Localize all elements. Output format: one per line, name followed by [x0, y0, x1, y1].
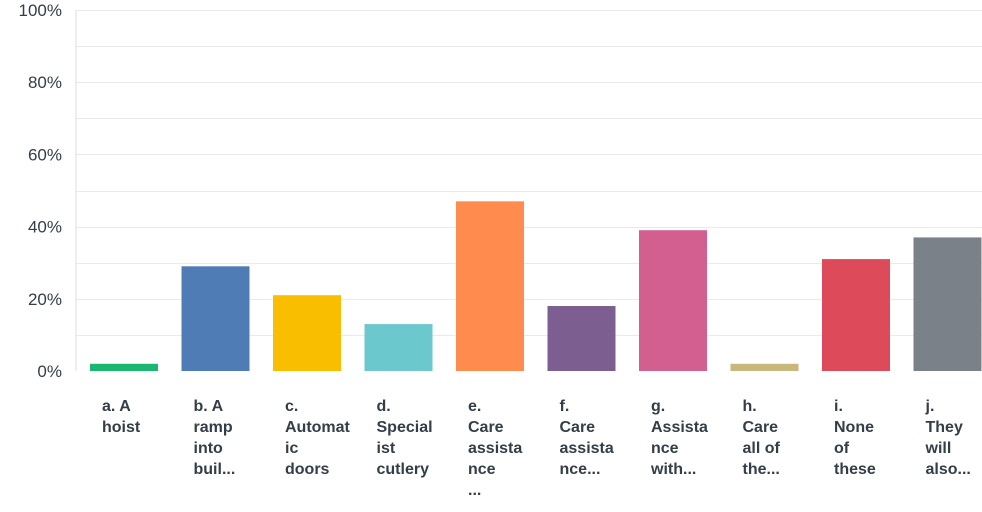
x-tick-label-line: b. A [193, 398, 224, 415]
x-tick-label-line: the... [742, 461, 780, 478]
x-tick-label-line: these [834, 461, 876, 478]
x-tick-label-line: Automat [285, 419, 350, 436]
x-tick-label-line: ist [376, 440, 396, 457]
x-tick-label-line: h. [742, 398, 757, 415]
x-tick-label-line: i. [834, 398, 843, 415]
x-tick-label-line: a. A [102, 398, 131, 415]
x-tick-label: c. Automat ic doors [285, 396, 365, 480]
x-tick-label: a. A hoist [102, 396, 182, 438]
x-tick-label-line: Care [468, 419, 504, 436]
bar[interactable] [364, 324, 433, 371]
x-tick-label-line: nce [651, 440, 679, 457]
x-tick-label-line: with... [651, 461, 697, 478]
y-tick-label: 60% [28, 145, 62, 164]
x-tick-label: d. Special ist cutlery [377, 396, 457, 480]
x-tick-label-line: doors [285, 461, 330, 478]
x-tick-label: e. Care assista nce... [468, 396, 548, 501]
x-tick-label-line: nce... [559, 461, 601, 478]
bars [90, 201, 982, 371]
x-tick-label-line: e. [468, 398, 482, 415]
bar[interactable] [547, 306, 616, 371]
y-tick-label: 0% [37, 362, 62, 381]
x-tick-label-line: j. [925, 398, 935, 415]
x-tick-label: j. They will also... [926, 396, 982, 480]
bar[interactable] [90, 363, 158, 371]
x-tick-label-line: c. [285, 398, 299, 415]
x-tick-label-line: cutlery [376, 461, 429, 478]
bar[interactable] [639, 230, 707, 371]
x-tick-label: f. Care assista nce... [560, 396, 640, 480]
x-tick-label-line: into [193, 440, 223, 457]
bar[interactable] [730, 363, 799, 371]
bar[interactable] [822, 259, 890, 371]
x-tick-label-line: buil... [193, 461, 236, 478]
x-tick-label: g. Assista nce with... [651, 396, 731, 480]
x-tick-label-line: also... [925, 461, 971, 478]
bar[interactable] [181, 266, 250, 371]
x-tick-label-line: hoist [102, 419, 141, 436]
x-tick-label: i. None of these [834, 396, 914, 480]
y-tick-label: 20% [28, 290, 62, 309]
x-tick-label-line: ramp [193, 419, 233, 436]
x-tick-label: b. A ramp into buil... [194, 396, 274, 480]
x-tick-label-line: None [834, 419, 874, 436]
y-axis-ticks: 0% 20% 40% 60% 80% 100% [19, 1, 62, 381]
bar[interactable] [456, 201, 524, 371]
x-tick-label-line: ... [468, 482, 482, 499]
bar[interactable] [273, 295, 341, 371]
x-tick-label-line: Care [742, 419, 779, 436]
y-tick-label: 40% [28, 218, 62, 237]
x-tick-label-line: all of [742, 440, 780, 457]
bar[interactable] [913, 237, 982, 371]
y-tick-label: 80% [28, 73, 62, 92]
x-tick-label-line: ic [285, 440, 299, 457]
x-tick-label-line: nce [468, 461, 496, 478]
x-tick-label-line: d. [376, 398, 391, 415]
y-tick-label: 100% [19, 1, 62, 20]
x-tick-label: h. Care all of the... [743, 396, 823, 480]
x-tick-label-line: Special [376, 419, 433, 436]
x-tick-label-line: Care [559, 419, 596, 436]
x-tick-label-line: They [925, 419, 963, 436]
x-tick-label-line: assista [468, 440, 523, 457]
x-tick-label-line: will [925, 440, 952, 457]
x-tick-label-line: of [834, 440, 850, 457]
x-tick-label-line: assista [559, 440, 614, 457]
x-tick-label-line: g. [651, 398, 666, 415]
x-tick-label-line: f. [559, 398, 570, 415]
x-tick-label-line: Assista [651, 419, 708, 436]
